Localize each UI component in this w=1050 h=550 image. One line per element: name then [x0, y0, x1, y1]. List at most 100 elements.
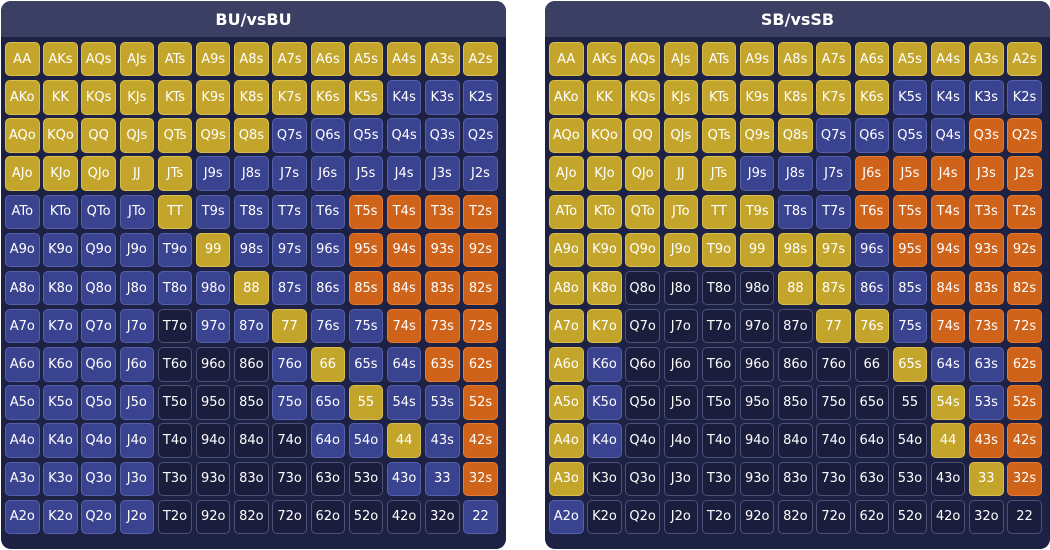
hand-cell[interactable]: KTs [701, 80, 737, 115]
hand-cell[interactable]: 64s [930, 347, 966, 382]
hand-cell[interactable]: T8o [157, 270, 193, 306]
hand-cell[interactable]: 74s [386, 308, 422, 344]
hand-cell[interactable]: J3o [119, 461, 155, 496]
hand-cell[interactable]: Q3o [81, 461, 116, 496]
hand-cell[interactable]: KJo [587, 156, 622, 191]
hand-cell[interactable]: A9o [5, 232, 40, 268]
hand-cell[interactable]: 32o [969, 499, 1004, 535]
hand-cell[interactable]: K7s [816, 80, 851, 115]
hand-cell[interactable]: K2s [463, 80, 498, 115]
hand-cell[interactable]: 96s [854, 232, 889, 268]
hand-cell[interactable]: T8s [778, 194, 813, 229]
hand-cell[interactable]: T6o [157, 347, 193, 382]
hand-cell[interactable]: JTs [157, 156, 193, 191]
hand-cell[interactable]: AQs [625, 42, 660, 77]
hand-cell[interactable]: A3s [425, 42, 460, 77]
hand-cell[interactable]: 94s [930, 232, 966, 268]
hand-cell[interactable]: 65s [348, 347, 384, 382]
hand-cell[interactable]: 72s [463, 308, 498, 344]
hand-cell[interactable]: AJs [663, 42, 699, 77]
hand-cell[interactable]: 54o [892, 423, 928, 458]
hand-cell[interactable]: A4o [5, 423, 40, 458]
hand-cell[interactable]: J5s [348, 156, 384, 191]
hand-cell[interactable]: K3o [587, 461, 622, 496]
hand-cell[interactable]: 75o [816, 385, 851, 420]
hand-cell[interactable]: AQo [5, 118, 40, 153]
hand-cell[interactable]: 54s [386, 385, 422, 420]
hand-cell[interactable]: Q3s [969, 118, 1004, 153]
hand-cell[interactable]: Q4o [81, 423, 116, 458]
hand-cell[interactable]: 92s [463, 232, 498, 268]
hand-cell[interactable]: 55 [892, 385, 928, 420]
hand-cell[interactable]: 66 [854, 347, 889, 382]
hand-cell[interactable]: J8s [234, 156, 269, 191]
hand-cell[interactable]: KJs [119, 80, 155, 115]
hand-cell[interactable]: J3s [969, 156, 1004, 191]
hand-cell[interactable]: K3s [969, 80, 1004, 115]
hand-cell[interactable]: K6o [587, 347, 622, 382]
hand-cell[interactable]: Q7o [625, 308, 660, 344]
hand-cell[interactable]: T4s [386, 194, 422, 229]
hand-cell[interactable]: ATs [157, 42, 193, 77]
hand-cell[interactable]: J9o [663, 232, 699, 268]
hand-cell[interactable]: Q9o [81, 232, 116, 268]
hand-cell[interactable]: A5o [549, 385, 584, 420]
hand-cell[interactable]: Q5s [892, 118, 928, 153]
hand-cell[interactable]: 88 [778, 270, 813, 306]
hand-cell[interactable]: A7o [5, 308, 40, 344]
hand-cell[interactable]: A8o [549, 270, 584, 306]
hand-cell[interactable]: 75s [348, 308, 384, 344]
hand-cell[interactable]: T9s [195, 194, 231, 229]
hand-cell[interactable]: Q4o [625, 423, 660, 458]
hand-cell[interactable]: K5o [587, 385, 622, 420]
hand-cell[interactable]: A4o [549, 423, 584, 458]
hand-cell[interactable]: Q7s [272, 118, 307, 153]
hand-cell[interactable]: ATo [549, 194, 584, 229]
hand-cell[interactable]: K4s [930, 80, 966, 115]
hand-cell[interactable]: 64o [854, 423, 889, 458]
hand-cell[interactable]: 22 [463, 499, 498, 535]
hand-cell[interactable]: Q9s [739, 118, 775, 153]
hand-cell[interactable]: A7s [272, 42, 307, 77]
hand-cell[interactable]: 64o [310, 423, 345, 458]
hand-cell[interactable]: 99 [739, 232, 775, 268]
hand-cell[interactable]: T7o [701, 308, 737, 344]
hand-cell[interactable]: T2s [463, 194, 498, 229]
hand-cell[interactable]: J7o [663, 308, 699, 344]
hand-cell[interactable]: Q6s [310, 118, 345, 153]
hand-cell[interactable]: 87o [234, 308, 269, 344]
hand-cell[interactable]: T3o [157, 461, 193, 496]
hand-cell[interactable]: A3o [5, 461, 40, 496]
hand-cell[interactable]: JJ [119, 156, 155, 191]
hand-cell[interactable]: 72o [272, 499, 307, 535]
hand-cell[interactable]: T3s [425, 194, 460, 229]
hand-cell[interactable]: K4s [386, 80, 422, 115]
hand-cell[interactable]: T5s [348, 194, 384, 229]
hand-cell[interactable]: 84s [386, 270, 422, 306]
hand-cell[interactable]: 82s [463, 270, 498, 306]
hand-cell[interactable]: Q9o [625, 232, 660, 268]
hand-cell[interactable]: QJo [625, 156, 660, 191]
hand-cell[interactable]: J8s [778, 156, 813, 191]
hand-cell[interactable]: Q8o [81, 270, 116, 306]
hand-cell[interactable]: QJo [81, 156, 116, 191]
hand-cell[interactable]: 97o [195, 308, 231, 344]
hand-cell[interactable]: 95o [195, 385, 231, 420]
hand-cell[interactable]: 63o [854, 461, 889, 496]
hand-cell[interactable]: A9s [195, 42, 231, 77]
hand-cell[interactable]: 76s [854, 308, 889, 344]
hand-cell[interactable]: 32s [1007, 461, 1042, 496]
hand-cell[interactable]: 32s [463, 461, 498, 496]
hand-cell[interactable]: 85s [348, 270, 384, 306]
hand-cell[interactable]: Q2s [1007, 118, 1042, 153]
hand-cell[interactable]: Q7o [81, 308, 116, 344]
hand-cell[interactable]: 92s [1007, 232, 1042, 268]
hand-cell[interactable]: A4s [386, 42, 422, 77]
hand-cell[interactable]: JTo [119, 194, 155, 229]
hand-cell[interactable]: J6o [119, 347, 155, 382]
hand-cell[interactable]: 76o [272, 347, 307, 382]
hand-cell[interactable]: A5s [892, 42, 928, 77]
hand-cell[interactable]: K6s [854, 80, 889, 115]
hand-cell[interactable]: 84o [778, 423, 813, 458]
hand-cell[interactable]: K5o [43, 385, 78, 420]
